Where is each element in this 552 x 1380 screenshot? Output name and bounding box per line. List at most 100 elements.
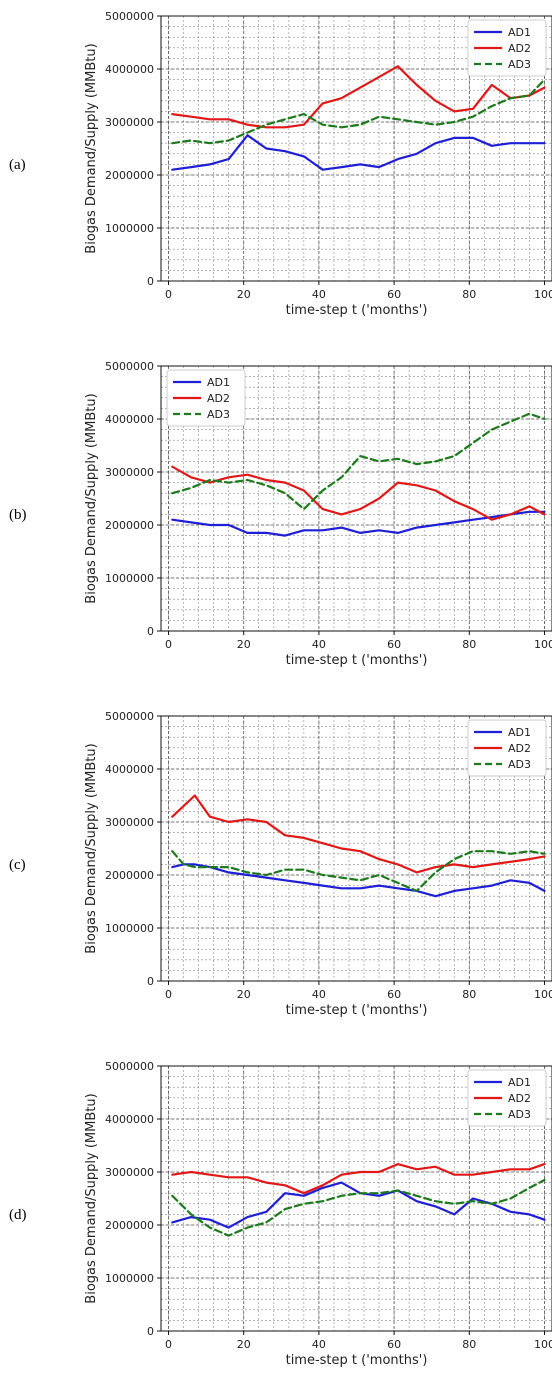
x-tick-label: 80 — [462, 1338, 476, 1351]
y-tick-label: 3000000 — [105, 466, 154, 479]
series-line-ad1 — [171, 134, 546, 171]
x-tick-label: 80 — [462, 638, 476, 651]
y-tick-label: 5000000 — [105, 360, 154, 373]
y-axis-title: Biogas Demand/Supply (MMBtu) — [84, 393, 99, 603]
legend-box — [467, 719, 547, 777]
x-tick-label: 60 — [387, 638, 401, 651]
legend-label-ad1: AD1 — [508, 26, 531, 39]
x-tick-label: 40 — [312, 638, 326, 651]
series-line-ad1 — [171, 1181, 546, 1229]
legend-box — [467, 19, 547, 77]
x-tick-label: 0 — [165, 288, 172, 301]
y-tick-label: 3000000 — [105, 816, 154, 829]
x-tick-label: 60 — [387, 988, 401, 1001]
x-tick-label: 20 — [237, 638, 251, 651]
panel-label: (c) — [9, 857, 26, 873]
y-tick-label: 3000000 — [105, 116, 154, 129]
x-tick-label: 0 — [165, 1338, 172, 1351]
legend-label-ad3: AD3 — [508, 1108, 531, 1121]
plot-frame — [160, 1065, 552, 1332]
y-tick-label: 0 — [147, 625, 154, 638]
y-tick-label: 4000000 — [105, 413, 154, 426]
series-line-ad3 — [171, 1178, 546, 1237]
y-tick-label: 2000000 — [105, 519, 154, 532]
x-tick-label: 40 — [312, 988, 326, 1001]
x-axis-title: time-step t ('months') — [286, 1353, 428, 1368]
series-line-ad2 — [171, 1162, 546, 1195]
panel-label: (b) — [9, 507, 27, 523]
legend-label-ad2: AD2 — [508, 42, 531, 55]
y-tick-label: 1000000 — [105, 1272, 154, 1285]
series-line-ad2 — [171, 465, 546, 521]
chart-panel: (d) 0 1000000 2000000 3000000 4000000 5000000 0… — [0, 1050, 552, 1380]
legend-label-ad3: AD3 — [508, 58, 531, 71]
y-tick-label: 1000000 — [105, 222, 154, 235]
legend-label-ad1: AD1 — [508, 1076, 531, 1089]
legend-label-ad1: AD1 — [508, 726, 531, 739]
legend-label-ad3: AD3 — [207, 408, 230, 421]
x-tick-label: 100 — [534, 1338, 552, 1351]
legend-label-ad2: AD2 — [207, 392, 230, 405]
x-tick-label: 40 — [312, 1338, 326, 1351]
legend-label-ad1: AD1 — [207, 376, 230, 389]
y-tick-label: 2000000 — [105, 869, 154, 882]
x-axis-title: time-step t ('months') — [286, 653, 428, 668]
panel-label: (a) — [9, 157, 26, 173]
x-tick-label: 100 — [534, 288, 552, 301]
series-line-ad3 — [171, 412, 546, 511]
plot-frame — [160, 365, 552, 632]
x-tick-label: 80 — [462, 288, 476, 301]
series-line-ad1 — [171, 510, 546, 537]
series-line-ad1 — [171, 863, 546, 898]
legend-label-ad3: AD3 — [508, 758, 531, 771]
series-line-ad3 — [171, 850, 546, 892]
plot-frame — [160, 15, 552, 282]
y-tick-label: 2000000 — [105, 1219, 154, 1232]
y-tick-label: 0 — [147, 975, 154, 988]
series-line-ad2 — [171, 65, 546, 129]
y-tick-label: 5000000 — [105, 1060, 154, 1073]
x-axis-title: time-step t ('months') — [286, 1003, 428, 1018]
x-tick-label: 20 — [237, 988, 251, 1001]
y-tick-label: 0 — [147, 275, 154, 288]
series-line-ad2 — [171, 794, 546, 874]
x-tick-label: 20 — [237, 288, 251, 301]
x-tick-label: 0 — [165, 638, 172, 651]
chart-panel: (a) 0 1000000 2000000 3000000 4000000 5000000 0… — [0, 0, 552, 330]
y-tick-label: 1000000 — [105, 572, 154, 585]
series-line-ad3 — [171, 78, 546, 145]
y-axis-title: Biogas Demand/Supply (MMBtu) — [84, 743, 99, 953]
legend-label-ad2: AD2 — [508, 1092, 531, 1105]
chart-panel: (b) 0 1000000 2000000 3000000 4000000 5000000 0… — [0, 350, 552, 680]
line-chart: 0 1000000 2000000 3000000 4000000 5000000 0 20 4… — [84, 710, 552, 1018]
x-tick-label: 100 — [534, 638, 552, 651]
x-tick-label: 20 — [237, 1338, 251, 1351]
y-tick-label: 2000000 — [105, 169, 154, 182]
panel-label: (d) — [9, 1207, 27, 1223]
x-axis-title: time-step t ('months') — [286, 303, 428, 318]
y-axis-title: Biogas Demand/Supply (MMBtu) — [84, 1093, 99, 1303]
y-tick-label: 1000000 — [105, 922, 154, 935]
x-tick-label: 80 — [462, 988, 476, 1001]
y-axis-title: Biogas Demand/Supply (MMBtu) — [84, 43, 99, 253]
y-tick-label: 3000000 — [105, 1166, 154, 1179]
legend-label-ad2: AD2 — [508, 742, 531, 755]
y-tick-label: 4000000 — [105, 1113, 154, 1126]
line-chart: 0 1000000 2000000 3000000 4000000 5000000 0 20 4… — [84, 360, 552, 668]
x-tick-label: 60 — [387, 288, 401, 301]
line-chart: 0 1000000 2000000 3000000 4000000 5000000 0 20 4… — [84, 10, 552, 318]
y-tick-label: 0 — [147, 1325, 154, 1338]
legend-box — [467, 1069, 547, 1127]
chart-panel: (c) 0 1000000 2000000 3000000 4000000 5000000 0… — [0, 700, 552, 1030]
x-tick-label: 60 — [387, 1338, 401, 1351]
y-tick-label: 5000000 — [105, 10, 154, 23]
x-tick-label: 40 — [312, 288, 326, 301]
legend-box — [166, 369, 246, 427]
plot-frame — [160, 715, 552, 982]
y-tick-label: 4000000 — [105, 763, 154, 776]
line-chart: 0 1000000 2000000 3000000 4000000 5000000 0 20 4… — [84, 1060, 552, 1368]
x-tick-label: 0 — [165, 988, 172, 1001]
x-tick-label: 100 — [534, 988, 552, 1001]
y-tick-label: 4000000 — [105, 63, 154, 76]
y-tick-label: 5000000 — [105, 710, 154, 723]
